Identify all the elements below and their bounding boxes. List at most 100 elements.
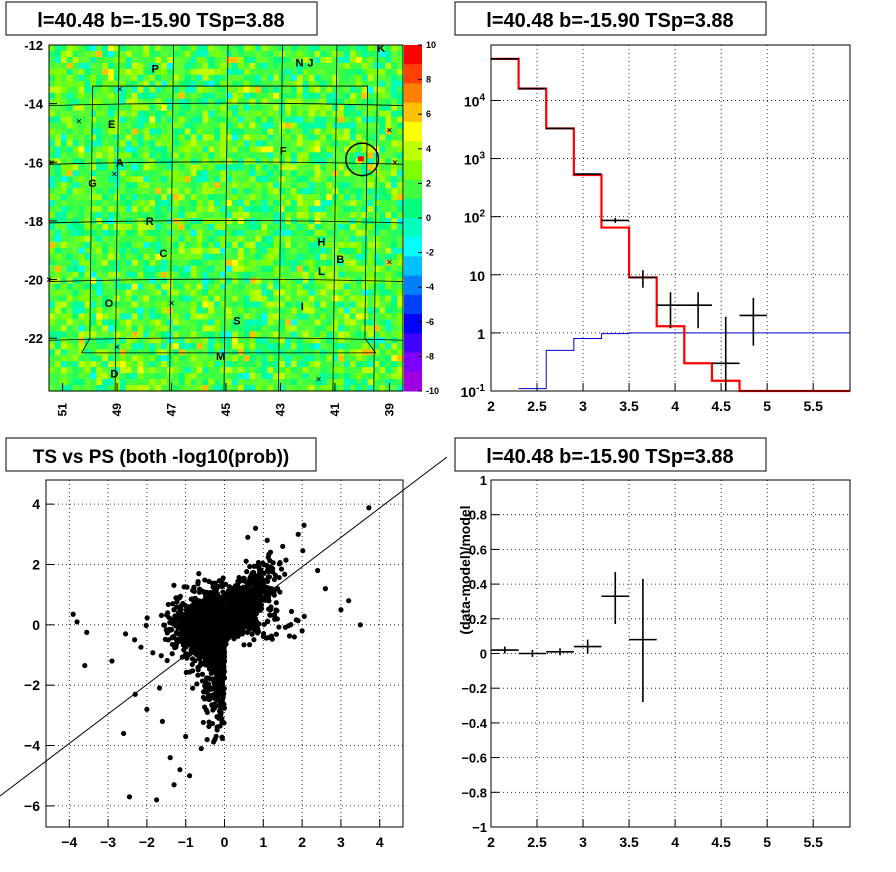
heatmap-cell — [90, 379, 97, 386]
heatmap-cell — [78, 379, 85, 386]
heatmap-cell — [113, 253, 121, 261]
heatmap-cell — [385, 158, 392, 165]
heatmap-cell — [255, 373, 262, 380]
heatmap-cell — [249, 277, 257, 285]
heatmap-cell — [231, 295, 239, 303]
heatmap-cell — [361, 128, 369, 136]
heatmap-cell — [143, 170, 150, 177]
heatmap-cell — [172, 200, 180, 207]
heatmap-cell — [137, 116, 144, 124]
heatmap-cell — [314, 62, 321, 70]
heatmap-cell — [54, 140, 62, 148]
heatmap-cell — [338, 223, 345, 231]
heatmap-cell — [320, 158, 327, 165]
heatmap-cell — [355, 116, 363, 124]
heatmap-cell — [308, 373, 316, 380]
heatmap-cell — [108, 367, 115, 374]
heatmap-cell — [202, 170, 209, 177]
scatter-point — [282, 571, 288, 577]
heatmap-cell — [231, 212, 239, 219]
heatmap-cell — [78, 331, 85, 338]
heatmap-cell — [320, 325, 327, 332]
heatmap-cell — [302, 152, 310, 159]
heatmap-cell — [220, 92, 227, 100]
latitude-line — [48, 278, 404, 282]
heatmap-cell — [285, 164, 292, 171]
heatmap-cell — [249, 367, 257, 374]
heatmap-cell — [296, 98, 304, 106]
heatmap-cell — [190, 301, 198, 309]
heatmap-cell — [249, 164, 257, 171]
heatmap-cell — [155, 385, 162, 392]
heatmap-cell — [355, 182, 363, 189]
heatmap-cell — [320, 86, 327, 94]
colorbar-swatch — [404, 121, 422, 142]
heatmap-cell — [349, 265, 357, 273]
heatmap-cell — [373, 74, 380, 82]
heatmap-cell — [66, 134, 74, 142]
heatmap-cell — [119, 182, 127, 189]
heatmap-cell — [220, 259, 227, 267]
heatmap-cell — [54, 367, 62, 374]
heatmap-cell — [314, 182, 321, 189]
heatmap-cell — [367, 241, 375, 249]
heatmap-cell — [202, 68, 209, 76]
heatmap-cell — [108, 379, 115, 386]
heatmap-cell — [155, 200, 162, 207]
heatmap-cell — [178, 86, 186, 94]
heatmap-cell — [167, 128, 174, 136]
heatmap-cell — [385, 182, 392, 189]
heatmap-cell — [255, 212, 262, 219]
heatmap-cell — [178, 182, 186, 189]
heatmap-cell — [220, 271, 227, 279]
heatmap-cell — [302, 200, 310, 207]
heatmap-cell — [196, 229, 203, 237]
heatmap-cell — [373, 92, 380, 100]
heatmap-cell — [255, 50, 262, 58]
heatmap-cell — [237, 271, 245, 279]
heatmap-cell — [119, 212, 127, 219]
heatmap-cell — [296, 271, 304, 279]
heatmap-cell — [96, 373, 103, 380]
map-x-tick-label: 51 — [56, 403, 70, 417]
heatmap-cell — [66, 307, 74, 315]
heatmap-cell — [78, 170, 85, 177]
heatmap-cell — [178, 80, 186, 88]
heatmap-cell — [320, 241, 327, 249]
heatmap-cell — [226, 188, 233, 195]
heatmap-cell — [385, 206, 392, 213]
heatmap-cell — [131, 170, 139, 177]
heatmap-cell — [367, 355, 375, 362]
heatmap-cell — [155, 98, 162, 106]
heatmap-cell — [172, 68, 180, 76]
heatmap-cell — [273, 56, 280, 64]
heatmap-cell — [131, 92, 139, 100]
heatmap-cell — [279, 98, 286, 106]
heatmap-cell — [308, 122, 316, 130]
heatmap-cell — [296, 325, 304, 332]
heatmap-cell — [285, 325, 292, 332]
heatmap-cell — [60, 146, 68, 153]
heatmap-cell — [296, 343, 304, 350]
scatter-point — [144, 615, 150, 621]
heatmap-cell — [96, 212, 103, 219]
heatmap-cell — [161, 110, 168, 118]
heatmap-cell — [60, 289, 68, 297]
heatmap-cell — [178, 289, 186, 297]
heatmap-cell — [344, 235, 351, 243]
heatmap-cell — [308, 361, 316, 368]
heatmap-cell — [137, 194, 144, 201]
heatmap-cell — [231, 134, 239, 142]
heatmap-cell — [249, 283, 257, 291]
heatmap-cell — [379, 241, 386, 249]
heatmap-cell — [119, 152, 127, 159]
heatmap-cell — [167, 122, 174, 130]
heatmap-cell — [190, 265, 198, 273]
heatmap-cell — [149, 194, 156, 201]
heatmap-cell — [137, 331, 144, 338]
heatmap-cell — [355, 229, 363, 237]
heatmap-cell — [161, 235, 168, 243]
heatmap-cell — [54, 164, 62, 171]
heatmap-cell — [113, 74, 121, 82]
heatmap-cell — [143, 206, 150, 213]
